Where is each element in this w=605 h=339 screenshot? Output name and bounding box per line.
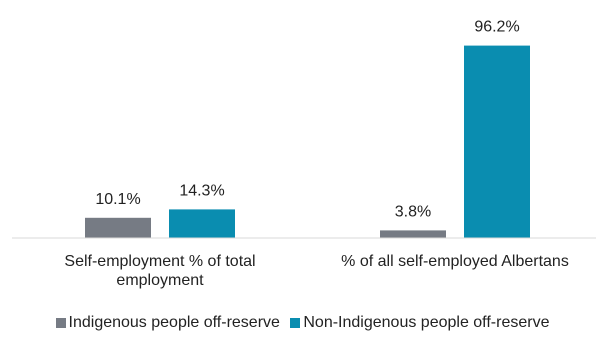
legend-label-indigenous: Indigenous people off-reserve [68, 314, 280, 331]
legend-item-indigenous: Indigenous people off-reserve [55, 314, 280, 332]
legend-item-non-indigenous: Non-Indigenous people off-reserve [290, 314, 549, 332]
category-labels-group: Self-employment % of total employment % of… [64, 253, 568, 289]
category-label-0: Self-employment % of total employment [64, 253, 255, 289]
value-label-indigenous-0: 10.1% [95, 191, 140, 208]
bar-non-indigenous-0 [169, 209, 235, 238]
legend-label-non-indigenous: Non-Indigenous people off-reserve [303, 314, 550, 331]
legend: Indigenous people off-reserve Non-Indige… [0, 314, 605, 333]
bar-indigenous-0 [85, 217, 151, 238]
value-labels-group: 10.1% 14.3% 3.8% 96.2% [95, 19, 519, 221]
bars-group [85, 45, 530, 238]
category-label-1: % of all self-employed Albertans [341, 253, 569, 270]
legend-swatch-indigenous [55, 318, 66, 328]
bar-non-indigenous-1 [464, 45, 530, 238]
value-label-indigenous-1: 3.8% [395, 203, 431, 220]
bar-chart: 10.1% 14.3% 3.8% 96.2% Self-employment % of… [12, 19, 596, 289]
value-label-non-indigenous-0: 14.3% [179, 182, 224, 199]
bar-indigenous-1 [380, 230, 446, 238]
legend-swatch-non-indigenous [290, 318, 301, 328]
value-label-non-indigenous-1: 96.2% [474, 19, 519, 36]
